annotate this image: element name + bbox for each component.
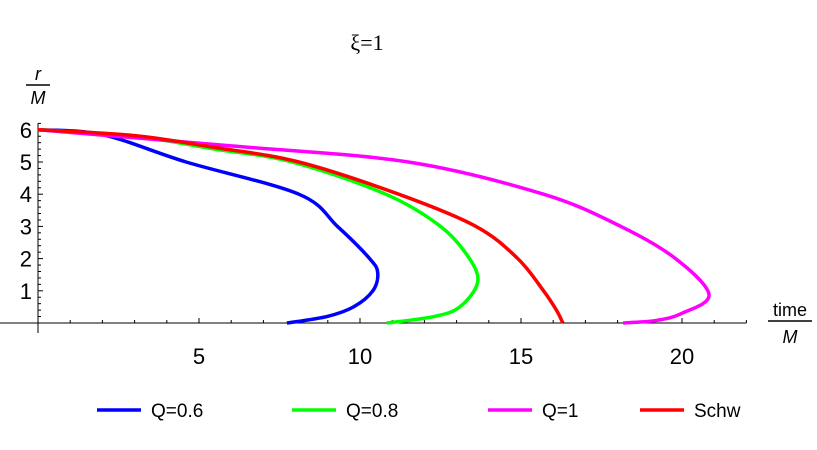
- y-tick-label: 6: [20, 118, 32, 143]
- x-axis-label-denominator: M: [783, 327, 798, 347]
- series-line-q-0-8: [37, 128, 480, 325]
- series-line-schw: [37, 128, 565, 324]
- y-tick-label: 3: [20, 214, 32, 239]
- legend-label: Q=0.6: [151, 401, 203, 422]
- legend: Q=0.6 Q=0.8 Q=1 Schw: [97, 401, 741, 422]
- y-tick-label: 4: [20, 182, 32, 207]
- legend-label: Q=1: [542, 401, 578, 422]
- x-axis-label-numerator: time: [773, 300, 807, 320]
- y-axis-label-numerator: r: [35, 64, 42, 84]
- legend-label: Q=0.8: [346, 401, 398, 422]
- y-tick-label: 2: [20, 247, 32, 272]
- x-tick-label: 10: [348, 344, 372, 369]
- chart-title: ξ=1: [350, 30, 383, 55]
- x-tick-label: 5: [193, 344, 205, 369]
- y-tick-label: 5: [20, 150, 32, 175]
- x-tick-label: 20: [670, 344, 694, 369]
- y-tick-label: 1: [20, 279, 32, 304]
- x-tick-label: 15: [509, 344, 533, 369]
- series-line-q-1: [37, 128, 711, 325]
- series-line-q-0-6: [37, 128, 380, 325]
- y-axis-label-denominator: M: [31, 88, 46, 108]
- legend-label: Schw: [694, 401, 741, 422]
